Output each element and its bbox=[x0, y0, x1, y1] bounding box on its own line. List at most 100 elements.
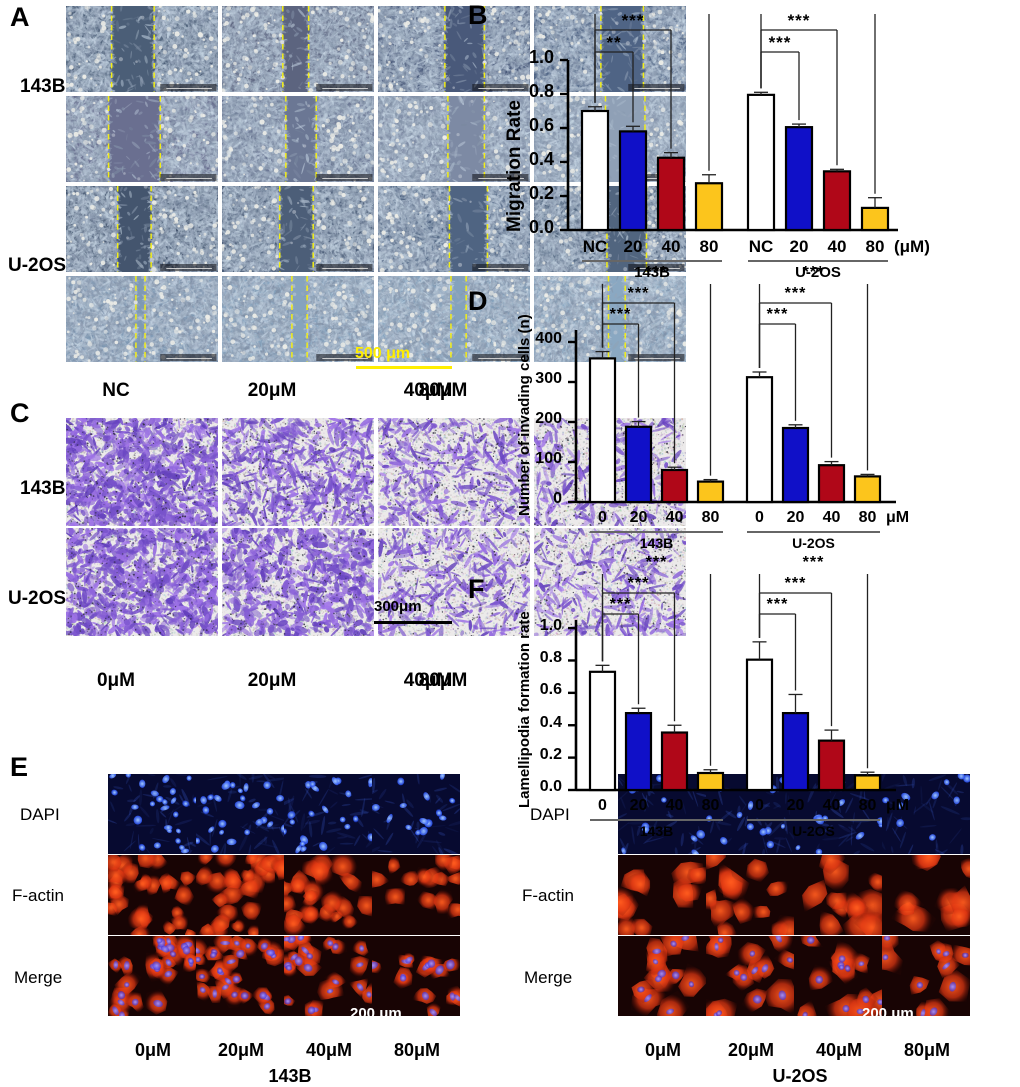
significance-stars-b-4: *** bbox=[787, 11, 811, 30]
bar-b-2 bbox=[656, 156, 686, 232]
bar-b-4 bbox=[746, 93, 776, 232]
y-tick-label-b-4: 0.8 bbox=[528, 81, 554, 102]
panelE-143B-dapi-80 bbox=[372, 774, 460, 854]
panelE-left-col-label-2: 40μM bbox=[305, 1040, 353, 1060]
panelE-right-col-label-0: 0μM bbox=[644, 1040, 682, 1060]
panelE-left-col-label-1: 20μM bbox=[217, 1040, 265, 1060]
panelA-image-143B-40-r0 bbox=[378, 6, 530, 92]
panel-label-e: E bbox=[10, 752, 29, 782]
x-tick-label-b-7: 80 bbox=[865, 237, 885, 256]
significance-stars-b-3: *** bbox=[768, 33, 792, 52]
group-underline-b-0 bbox=[582, 260, 722, 262]
x-tick-label-f-2: 40 bbox=[665, 797, 684, 814]
y-tick-label-d-4: 400 bbox=[535, 330, 562, 348]
significance-stars-d-3: *** bbox=[766, 306, 789, 323]
panelA-col-label-1: 20μM bbox=[247, 380, 297, 401]
panelE-right-row-label-merge: Merge bbox=[524, 968, 573, 987]
y-tick-label-b-0: 0.0 bbox=[528, 217, 554, 238]
x-tick-label-d-4: 0 bbox=[755, 509, 764, 526]
bar-f-1 bbox=[624, 711, 653, 792]
group-label-d-1: U-2OS bbox=[792, 535, 835, 551]
group-label-d-0: 143B bbox=[639, 535, 674, 551]
panelE-right-scalebar bbox=[862, 1028, 950, 1031]
y-tick-label-f-4: 0.8 bbox=[539, 648, 562, 666]
x-tick-label-d-7: 80 bbox=[858, 509, 877, 526]
panelE-143B-factin-20 bbox=[196, 855, 284, 935]
panelE-right-row-label-dapi: DAPI bbox=[530, 805, 570, 824]
bar-b-5 bbox=[784, 126, 814, 232]
panelE-left-col-label-3: 80μM bbox=[393, 1040, 441, 1060]
panelA-scalebar bbox=[356, 366, 452, 369]
panelA-image-U2OS-NC-r1 bbox=[66, 276, 218, 362]
bar-d-0 bbox=[588, 357, 617, 504]
chart-panel-b: B0.00.20.40.60.81.0*****************NC20… bbox=[468, 0, 1020, 292]
x-tick-label-d-5: 20 bbox=[786, 509, 805, 526]
y-axis-title-d: Number of invading cells (n) bbox=[516, 314, 533, 516]
panelA-image-143B-NC-r1 bbox=[66, 96, 218, 182]
panelC-image-U2OS-80 bbox=[534, 528, 686, 636]
bar-f-2 bbox=[660, 731, 689, 792]
significance-stars-d-1: *** bbox=[627, 285, 650, 302]
panelA-image-143B-80-r0 bbox=[534, 6, 686, 92]
panelA-image-143B-NC-r0 bbox=[66, 6, 218, 92]
panelE-left-scalebar-label: 200 μm bbox=[350, 1005, 402, 1022]
group-label-b-0: 143B bbox=[634, 264, 670, 281]
panelE-143B-factin-80 bbox=[372, 855, 460, 935]
x-tick-label-b-5: 20 bbox=[789, 237, 809, 256]
panelE-143B-dapi-0 bbox=[108, 774, 196, 854]
x-tick-label-d-2: 40 bbox=[665, 509, 684, 526]
group-underline-b-1 bbox=[748, 260, 888, 262]
panelE-left-col-label-0: 0μM bbox=[134, 1040, 172, 1060]
panelC-col-label-1: 20μM bbox=[247, 670, 297, 691]
y-tick-label-b-1: 0.2 bbox=[528, 183, 554, 204]
panelC-image-U2OS-40 bbox=[378, 528, 530, 636]
group-underline-d-1 bbox=[747, 531, 880, 533]
x-tick-label-f-3: 80 bbox=[701, 797, 720, 814]
panelC-image-U2OS-0 bbox=[66, 528, 218, 636]
chart-panel-d: D 0 100 200 300 400 *** *** *** *** *** *** 0 20 40 80 0… bbox=[468, 264, 1020, 580]
panelA-scalebar-label: 500 μm bbox=[355, 345, 411, 362]
panel-label-a: A bbox=[10, 2, 30, 32]
x-tick-label-f-1: 20 bbox=[629, 797, 648, 814]
x-tick-label-f-7: 80 bbox=[858, 797, 877, 814]
panelC-image-143B-0 bbox=[66, 418, 218, 526]
panelA-image-U2OS-40-r0 bbox=[378, 186, 530, 272]
bar-b-7 bbox=[860, 206, 890, 232]
significance-stars-f-0: *** bbox=[609, 596, 632, 613]
panelC-scalebar bbox=[374, 621, 452, 624]
panelE-left-row-label-dapi: DAPI bbox=[20, 805, 60, 824]
panelC-image-U2OS-20 bbox=[222, 528, 374, 636]
panelE-143B-dapi-40 bbox=[284, 774, 372, 854]
x-tick-label-f-4: 0 bbox=[755, 797, 764, 814]
x-tick-label-f-6: 40 bbox=[822, 797, 841, 814]
panelC-scalebar-label: 300μm bbox=[374, 598, 422, 615]
panelE-U2OS-factin-20 bbox=[706, 855, 794, 935]
bar-d-3 bbox=[696, 480, 725, 504]
panelE-left-row-label-merge: Merge bbox=[14, 968, 63, 987]
y-axis-title-f: Lamellipodia formation rate bbox=[516, 611, 533, 808]
panelA-row-label-143B: 143B bbox=[20, 76, 66, 97]
x-tick-label-f-0: 0 bbox=[598, 797, 607, 814]
bar-b-1 bbox=[618, 130, 648, 232]
panelE-U2OS-dapi-80 bbox=[882, 774, 970, 854]
panel-label-b: B bbox=[468, 0, 488, 30]
panelA-image-U2OS-80-r1 bbox=[534, 276, 686, 362]
bar-f-3 bbox=[696, 771, 725, 792]
bar-d-2 bbox=[660, 468, 689, 504]
panelA-col-label-2: 40μM bbox=[403, 380, 453, 401]
panelE-143B-dapi-20 bbox=[196, 774, 284, 854]
x-tick-label-b-1: 20 bbox=[623, 237, 643, 256]
significance-stars-b-0: ** bbox=[606, 33, 622, 52]
y-axis-title-b: Migration Rate bbox=[504, 100, 525, 232]
panelE-U2OS-factin-0 bbox=[618, 855, 706, 935]
x-tick-label-b-0: NC bbox=[582, 237, 608, 256]
bar-b-0 bbox=[580, 109, 610, 232]
panelA-image-U2OS-NC-r0 bbox=[66, 186, 218, 272]
x-tick-label-b-4: NC bbox=[748, 237, 774, 256]
panelA-col-label-0: NC bbox=[102, 380, 130, 401]
panelC-image-143B-20 bbox=[222, 418, 374, 526]
y-tick-label-b-2: 0.4 bbox=[528, 149, 554, 170]
bar-f-0 bbox=[588, 670, 617, 792]
panelE-143B-merge-80 bbox=[372, 936, 460, 1016]
x-tick-label-b-6: 40 bbox=[827, 237, 847, 256]
